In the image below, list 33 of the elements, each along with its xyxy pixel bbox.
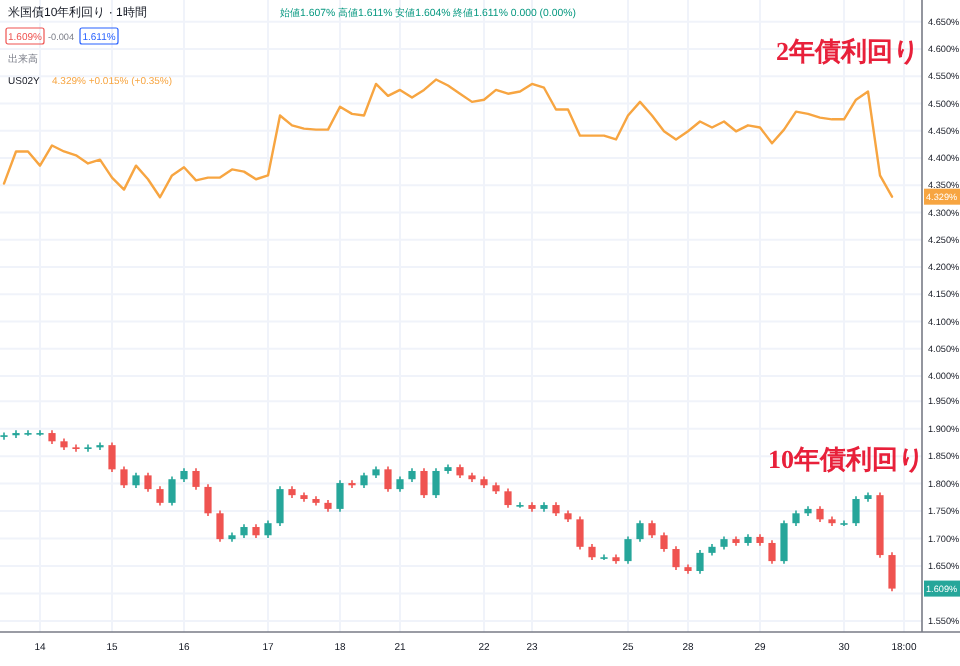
candlestick: [96, 441, 104, 451]
candlestick: [636, 519, 644, 543]
candlestick: [888, 551, 896, 593]
candlestick: [576, 515, 584, 551]
candlestick: [84, 443, 92, 453]
candlestick: [204, 483, 212, 517]
candlestick: [672, 545, 680, 571]
candlestick: [420, 467, 428, 499]
candlestick: [216, 509, 224, 543]
candlestick: [432, 467, 440, 499]
candlestick: [108, 441, 116, 473]
candlestick: [12, 429, 20, 439]
candlestick: [144, 471, 152, 493]
candlestick: [624, 535, 632, 565]
candlestick: [384, 465, 392, 493]
candlestick: [504, 487, 512, 509]
candlestick: [0, 431, 8, 441]
annotation: 2年債利回り: [776, 36, 919, 66]
candlestick: [336, 479, 344, 513]
candlestick: [348, 479, 356, 489]
candlestick: [276, 485, 284, 527]
candlestick: [168, 475, 176, 507]
candlestick: [780, 519, 788, 565]
candlestick: [660, 531, 668, 553]
annotation: 10年債利回り: [768, 444, 924, 474]
line-series: [2, 78, 894, 199]
candlestick: [192, 467, 200, 491]
candlestick: [852, 495, 860, 527]
candlestick: [696, 549, 704, 575]
candlestick: [120, 465, 128, 489]
candlestick: [156, 485, 164, 507]
candlestick: [768, 539, 776, 565]
candlestick: [72, 443, 80, 453]
